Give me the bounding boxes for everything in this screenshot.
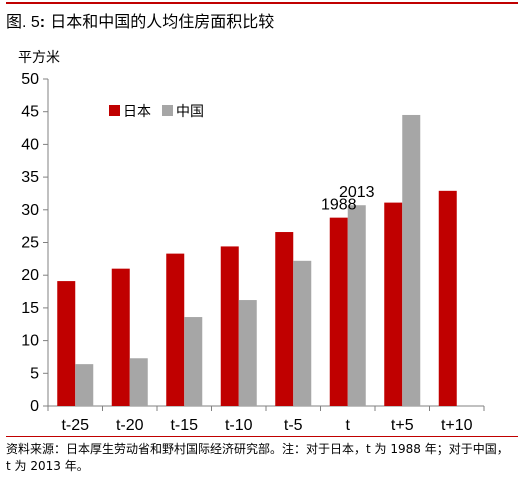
bar-japan xyxy=(384,202,403,406)
legend-label: 日本 xyxy=(123,104,151,120)
annotation-label: 1988 xyxy=(321,197,357,214)
y-tick-label: 20 xyxy=(21,267,39,284)
bar-china xyxy=(402,114,421,406)
y-tick-label: 5 xyxy=(30,365,39,382)
x-tick-label: t-10 xyxy=(225,417,253,434)
y-tick-label: 45 xyxy=(21,104,39,121)
y-tick-label: 25 xyxy=(21,235,39,252)
legend-swatch xyxy=(109,105,120,116)
bar-japan xyxy=(275,232,294,406)
bar-china xyxy=(184,317,203,406)
bar-chart: 平方米 0 5 10 15 20 25 30 35 40 45 50 t-25 t-20 t-15 t-10 t… xyxy=(18,50,485,434)
figure-title: 图. 5: 日本和中国的人均住房面积比较 xyxy=(6,10,274,35)
top-rule xyxy=(6,2,518,4)
bar-china xyxy=(293,260,312,406)
bar-china xyxy=(238,300,257,406)
x-tick-label: t xyxy=(346,417,351,434)
y-axis-label: 平方米 xyxy=(18,50,60,66)
y-tick-label: 0 xyxy=(30,398,39,415)
y-tick-label: 40 xyxy=(21,136,39,153)
x-tick-label: t+10 xyxy=(441,417,473,434)
x-tick-label: t+5 xyxy=(391,417,414,434)
legend-label: 中国 xyxy=(176,104,204,120)
bar-japan xyxy=(438,190,457,406)
figure-label: 图. 5 xyxy=(6,14,40,31)
y-tick-label: 10 xyxy=(21,333,39,350)
bar-china xyxy=(129,358,148,406)
source-note: 资料来源：日本厚生劳动省和野村国际经济研究部。注：对于日本，t 为 1988 年… xyxy=(6,442,509,473)
x-tick-label: t-20 xyxy=(116,417,144,434)
bar-japan xyxy=(166,253,185,406)
y-tick-label: 15 xyxy=(21,300,39,317)
annotation-label: 2013 xyxy=(339,184,375,201)
x-tick-label: t-25 xyxy=(61,417,89,434)
x-tick-label: t-5 xyxy=(284,417,303,434)
bar-japan xyxy=(57,281,76,406)
bar-china xyxy=(347,205,366,406)
legend-swatch xyxy=(162,105,173,116)
figure-separator: : xyxy=(39,14,46,31)
bar-japan xyxy=(220,246,239,406)
y-tick-label: 30 xyxy=(21,202,39,219)
bottom-rule xyxy=(6,436,518,437)
figure-title-text: 日本和中国的人均住房面积比较 xyxy=(50,12,275,31)
y-tick-label: 35 xyxy=(21,169,39,186)
bar-japan xyxy=(329,217,348,406)
y-tick-label: 50 xyxy=(21,71,39,88)
x-tick-label: t-15 xyxy=(170,417,198,434)
bar-japan xyxy=(111,268,130,406)
bar-china xyxy=(75,364,94,406)
